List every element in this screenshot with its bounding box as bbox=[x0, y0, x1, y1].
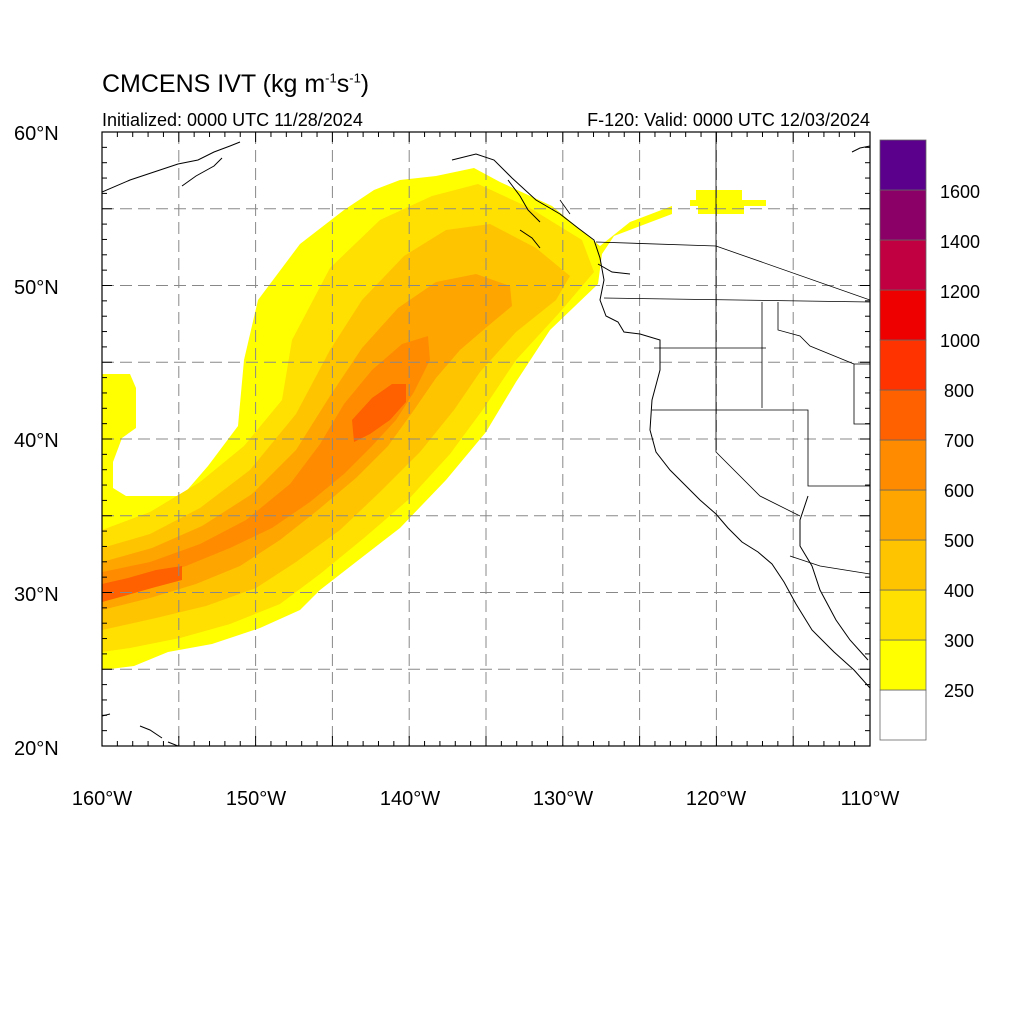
political-boundaries bbox=[559, 132, 870, 575]
colorbar-boxes bbox=[879, 139, 927, 741]
latitude-labels: 60°N 50°N 40°N 30°N 20°N bbox=[14, 123, 59, 760]
valid-time-label: F-120: Valid: 0000 UTC 12/03/2024 bbox=[587, 110, 870, 130]
ivt-600-region bbox=[102, 336, 430, 592]
colorbar-label-250: 250 bbox=[944, 681, 974, 701]
ivt-250-region-2 bbox=[690, 190, 766, 214]
colorbar: 1600 1400 1200 1000 800 700 600 500 400 … bbox=[879, 139, 980, 741]
plot-area bbox=[101, 131, 871, 747]
lon-label-120w: 120°W bbox=[686, 788, 746, 810]
colorbar-label-600: 600 bbox=[944, 481, 974, 501]
colorbar-label-1200: 1200 bbox=[940, 282, 980, 302]
lon-label-140w: 140°W bbox=[380, 788, 440, 810]
colorbar-label-1400: 1400 bbox=[940, 232, 980, 252]
plot-title: CMCENS IVT (kg m-1s-1) bbox=[102, 70, 370, 98]
colorbar-label-1000: 1000 bbox=[940, 331, 980, 351]
colorbar-box bbox=[879, 339, 927, 391]
colorbar-box bbox=[879, 639, 927, 691]
colorbar-label-300: 300 bbox=[944, 631, 974, 651]
longitude-labels: 160°W 150°W 140°W 130°W 120°W 110°W bbox=[72, 788, 900, 810]
lon-label-110w: 110°W bbox=[841, 788, 900, 810]
map-gridlines bbox=[102, 132, 870, 746]
colorbar-box bbox=[879, 689, 927, 741]
lat-label-60: 60°N bbox=[14, 123, 59, 145]
lon-label-160w: 160°W bbox=[72, 788, 132, 810]
colorbar-label-1600: 1600 bbox=[940, 182, 980, 202]
lat-label-40: 40°N bbox=[14, 430, 59, 452]
lon-label-130w: 130°W bbox=[533, 788, 593, 810]
lon-label-150w: 150°W bbox=[226, 788, 286, 810]
colorbar-box bbox=[879, 539, 927, 591]
colorbar-label-800: 800 bbox=[944, 381, 974, 401]
colorbar-box bbox=[879, 389, 927, 441]
colorbar-box bbox=[879, 189, 927, 241]
ivt-700-region-2 bbox=[352, 384, 406, 442]
colorbar-box bbox=[879, 289, 927, 341]
colorbar-label-400: 400 bbox=[944, 581, 974, 601]
axis-ticks bbox=[101, 131, 871, 747]
colorbar-label-500: 500 bbox=[944, 531, 974, 551]
colorbar-box bbox=[879, 439, 927, 491]
lat-label-30: 30°N bbox=[14, 584, 59, 606]
colorbar-label-700: 700 bbox=[944, 431, 974, 451]
colorbar-box bbox=[879, 489, 927, 541]
lat-label-20: 20°N bbox=[14, 738, 59, 760]
init-time-label: Initialized: 0000 UTC 11/28/2024 bbox=[102, 110, 363, 130]
coastlines bbox=[102, 141, 870, 746]
colorbar-box bbox=[879, 589, 927, 641]
lat-label-50: 50°N bbox=[14, 277, 59, 299]
colorbar-box bbox=[879, 239, 927, 291]
colorbar-box bbox=[879, 139, 927, 191]
